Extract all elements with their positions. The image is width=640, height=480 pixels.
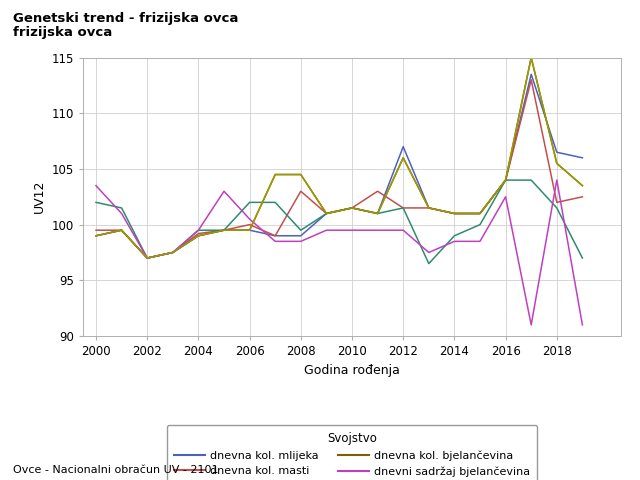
Y-axis label: UV12: UV12 <box>33 180 46 214</box>
Text: frizijska ovca: frizijska ovca <box>13 26 112 39</box>
X-axis label: Godina rođenja: Godina rođenja <box>304 363 400 377</box>
Text: Genetski trend - frizijska ovca: Genetski trend - frizijska ovca <box>13 12 238 25</box>
Text: Ovce - Nacionalni obračun UV - 2101: Ovce - Nacionalni obračun UV - 2101 <box>13 465 218 475</box>
Legend: dnevna kol. mlijeka, dnevna kol. masti, dnevni sadržaj masti, dnevna kol. bjelan: dnevna kol. mlijeka, dnevna kol. masti, … <box>167 425 537 480</box>
